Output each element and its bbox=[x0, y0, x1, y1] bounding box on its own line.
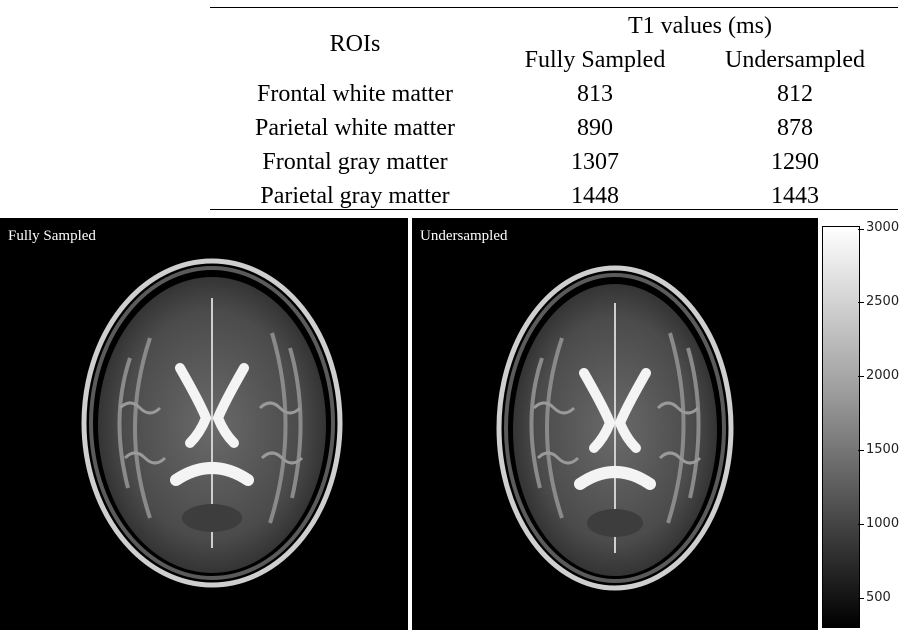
col-header-fully-sampled: Fully Sampled bbox=[524, 47, 666, 73]
fully-sampled-label: Fully Sampled bbox=[8, 228, 96, 244]
tick-mark bbox=[858, 598, 864, 599]
under-value: 1443 bbox=[771, 183, 819, 209]
tick-mark bbox=[858, 376, 864, 377]
colorbar-tick-label: 2500 bbox=[866, 294, 900, 309]
roi-name: Frontal gray matter bbox=[262, 149, 448, 175]
col-header-undersampled: Undersampled bbox=[725, 47, 865, 73]
fully-sampled-panel: Fully Sampled bbox=[0, 218, 408, 630]
fully-value: 1307 bbox=[571, 149, 619, 175]
undersampled-label: Undersampled bbox=[420, 228, 508, 244]
fully-value: 1448 bbox=[571, 183, 619, 209]
fully-value: 813 bbox=[577, 81, 613, 107]
roi-name: Parietal gray matter bbox=[260, 183, 450, 209]
roi-name: Frontal white matter bbox=[257, 81, 453, 107]
colorbar-tick-label: 3000 bbox=[866, 220, 900, 235]
colorbar-tick-label: 1500 bbox=[866, 442, 900, 457]
roi-name: Parietal white matter bbox=[255, 115, 455, 141]
tick-mark bbox=[858, 450, 864, 451]
brain-t1-map-fully bbox=[81, 258, 343, 588]
tick-mark bbox=[858, 302, 864, 303]
roi-header: ROIs bbox=[329, 31, 381, 57]
tick-mark bbox=[858, 229, 864, 230]
under-value: 1290 bbox=[771, 149, 819, 175]
t1-group-header: T1 values (ms) bbox=[628, 13, 772, 39]
colorbar-tick-label: 2000 bbox=[866, 368, 900, 383]
colorbar-tick-label: 1000 bbox=[866, 516, 900, 531]
under-value: 812 bbox=[777, 81, 813, 107]
brain-t1-map-undersampled bbox=[496, 265, 734, 591]
tick-mark bbox=[858, 524, 864, 525]
table-top-rule bbox=[210, 7, 898, 8]
under-value: 878 bbox=[777, 115, 813, 141]
undersampled-panel: Undersampled bbox=[412, 218, 818, 630]
colorbar-tick-label: 500 bbox=[866, 590, 891, 605]
fully-value: 890 bbox=[577, 115, 613, 141]
colorbar bbox=[822, 226, 860, 628]
table-bottom-rule bbox=[210, 209, 898, 210]
